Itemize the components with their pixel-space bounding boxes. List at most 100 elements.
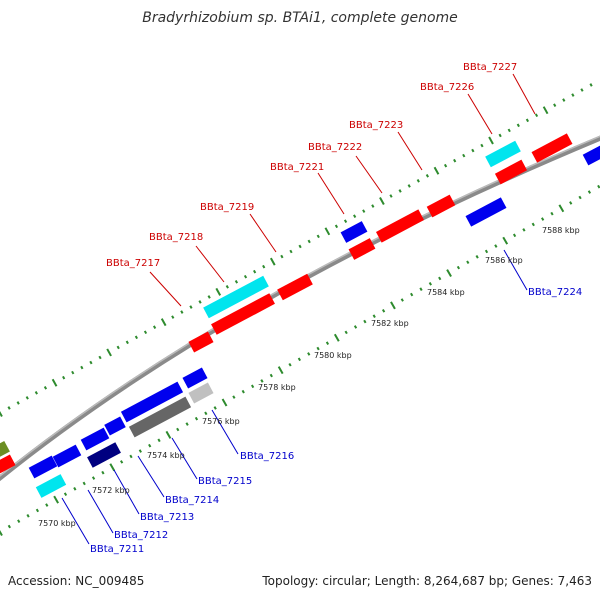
tick-mark <box>578 195 582 200</box>
gene-label[interactable]: BBta_7226 <box>420 82 474 93</box>
tick-mark <box>277 366 284 375</box>
gene-darkgray-7215[interactable] <box>128 396 192 438</box>
gene-red[interactable] <box>0 454 16 476</box>
gene-cyan-7226[interactable] <box>485 140 521 168</box>
tick-mark <box>26 514 30 518</box>
gene-blue[interactable] <box>182 367 208 389</box>
scale-labels: 7570 kbp 7572 kbp 7574 kbp 7576 kbp 7578… <box>38 226 580 528</box>
gene-blue[interactable] <box>80 427 110 451</box>
gene-lightgray-7216[interactable] <box>188 382 214 404</box>
tick-mark <box>262 264 266 269</box>
gene-red-7219[interactable] <box>277 273 313 301</box>
gene-red[interactable] <box>188 331 214 353</box>
gene-label[interactable]: BBta_7227 <box>463 62 517 73</box>
gene-red-7227[interactable] <box>531 133 573 163</box>
tick-mark <box>498 133 502 138</box>
tick-mark <box>253 269 257 274</box>
top-gene-labels: BBta_7217 BBta_7218 BBta_7219 BBta_7221 … <box>106 62 517 269</box>
gene-label[interactable]: BBta_7218 <box>149 232 203 243</box>
tick-mark <box>120 460 124 464</box>
gene-blue[interactable] <box>28 455 58 479</box>
tick-mark <box>63 492 68 497</box>
tick-mark <box>35 508 40 513</box>
tick-mark <box>379 197 385 206</box>
tick-mark <box>204 411 208 416</box>
scale-label: 7574 kbp <box>147 451 185 460</box>
gene-label[interactable]: BBta_7215 <box>198 476 252 487</box>
tick-mark <box>189 305 193 309</box>
tick-mark <box>398 189 402 193</box>
tick-mark <box>325 341 330 345</box>
gene-label[interactable]: BBta_7216 <box>240 451 294 462</box>
gene-cyan-7211[interactable] <box>35 474 67 498</box>
tick-mark <box>344 330 348 335</box>
tick-mark <box>269 257 276 266</box>
genome-summary-text: Topology: circular; Length: 8,264,687 bp… <box>262 574 592 588</box>
tick-mark <box>152 325 157 330</box>
gene-label[interactable]: BBta_7212 <box>114 530 168 541</box>
tick-mark <box>16 401 20 405</box>
tick-mark <box>34 391 38 395</box>
gene-blue[interactable] <box>582 142 600 166</box>
tick-mark <box>456 265 461 270</box>
tick-mark <box>343 219 348 224</box>
tick-mark <box>541 217 545 221</box>
accession-text: Accession: NC_009485 <box>8 574 145 588</box>
gene-label[interactable]: BBta_7213 <box>140 512 194 523</box>
gene-cyan-7218[interactable] <box>203 275 269 319</box>
tick-mark <box>160 318 167 327</box>
tick-mark <box>372 314 376 318</box>
gene-label[interactable]: BBta_7214 <box>165 495 219 506</box>
tick-mark <box>51 378 58 387</box>
tick-mark <box>471 148 475 153</box>
tick-mark <box>488 136 494 145</box>
tick-mark <box>353 325 358 329</box>
tick-mark <box>243 274 248 279</box>
tick-mark <box>407 184 411 188</box>
gene-label[interactable]: BBta_7219 <box>200 202 254 213</box>
tick-mark <box>580 88 584 92</box>
tick-mark <box>522 228 526 232</box>
gene-label[interactable]: BBta_7222 <box>308 142 362 153</box>
tick-mark <box>234 279 239 284</box>
gene-label[interactable]: BBta_7224 <box>528 287 582 298</box>
tick-mark <box>288 362 292 367</box>
gene-blue[interactable] <box>52 444 82 468</box>
gene-blue-7221[interactable] <box>340 221 368 243</box>
gene-blue-7224[interactable] <box>465 197 507 227</box>
tick-mark <box>116 345 120 350</box>
genome-backbone-highlight <box>0 135 600 477</box>
scale-label: 7580 kbp <box>314 351 352 360</box>
gene-blue[interactable] <box>104 416 126 436</box>
gene-label[interactable]: BBta_7211 <box>90 544 144 555</box>
gene-olive[interactable] <box>0 440 10 459</box>
tick-mark <box>589 83 593 87</box>
tick-mark <box>438 276 442 281</box>
tick-mark <box>453 158 457 163</box>
gene-blue-long[interactable] <box>120 381 184 423</box>
gene-red-long[interactable] <box>211 293 275 335</box>
tick-mark <box>101 470 105 475</box>
tick-mark <box>363 319 367 324</box>
gene-label[interactable]: BBta_7221 <box>270 162 324 173</box>
tick-mark <box>45 503 49 507</box>
tick-mark <box>353 214 357 218</box>
gene-red-7223[interactable] <box>426 194 456 218</box>
gene-label[interactable]: BBta_7223 <box>349 120 403 131</box>
tick-mark <box>512 233 517 238</box>
gene-red-7222[interactable] <box>375 209 425 243</box>
scale-label: 7570 kbp <box>38 519 76 528</box>
scale-label: 7584 kbp <box>427 288 465 297</box>
tick-mark <box>433 166 440 175</box>
gene-label[interactable]: BBta_7217 <box>106 258 160 269</box>
label-leaders <box>61 73 536 545</box>
tick-mark <box>428 282 432 286</box>
tick-mark <box>597 184 600 189</box>
tick-mark <box>410 292 414 297</box>
gene-navy-7213[interactable] <box>87 442 121 468</box>
tick-mark <box>7 524 11 529</box>
tick-mark <box>507 128 511 133</box>
gene-red[interactable] <box>348 238 376 260</box>
tick-mark <box>494 244 498 248</box>
gene-red[interactable] <box>494 159 528 185</box>
